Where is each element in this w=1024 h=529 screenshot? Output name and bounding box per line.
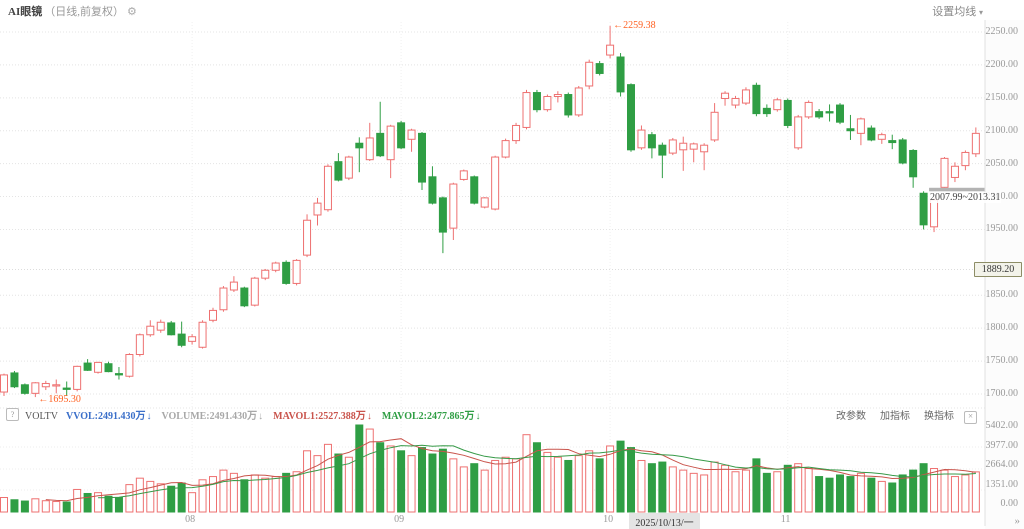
y-axis-label: 1850.00 <box>985 289 1019 301</box>
y-axis-label: 2050.00 <box>985 157 1019 169</box>
ma-settings-button[interactable]: 设置均线 ▾ <box>932 3 983 19</box>
close-icon[interactable]: × <box>964 411 977 424</box>
indicator-action-加指标[interactable]: 加指标 <box>880 411 910 422</box>
expand-icon[interactable]: » <box>1014 515 1021 527</box>
down-arrow-icon: ↓ <box>258 411 264 422</box>
indicator-action-换指标[interactable]: 换指标 <box>924 411 954 422</box>
y-axis-label: 2000.00 <box>985 190 1019 202</box>
x-axis-label: 08 <box>185 514 196 525</box>
volume-axis-label: 0.00 <box>1000 498 1019 509</box>
y-axis-label: 1700.00 <box>985 388 1019 399</box>
volume-axis-label: 1351.00 <box>985 478 1019 490</box>
help-icon[interactable]: ? <box>6 408 19 421</box>
volume-stats: VVOL:2491.430万↓ VOLUME:2491.430万↓ MAVOL1:2… <box>66 411 491 422</box>
y-axis-label: 2100.00 <box>985 124 1019 136</box>
gap-annotation: 2007.99~2013.31 <box>929 192 1002 204</box>
volume-stat: MAVOL1:2527.388万↓ <box>273 411 372 422</box>
down-arrow-icon: ↓ <box>475 411 481 422</box>
down-arrow-icon: ↓ <box>366 411 372 422</box>
y-axis-label: 2200.00 <box>985 58 1019 70</box>
y-axis-label: 2250.00 <box>985 26 1019 37</box>
chart-header-bar: AI眼镜 （日线,前复权） ⚙ 设置均线 ▾ <box>0 0 1024 20</box>
y-axis-label: 2150.00 <box>985 91 1019 103</box>
x-axis-label: 09 <box>394 514 405 525</box>
volume-pane-header: ? VOLTV VVOL:2491.430万↓ VOLUME:2491.430万↓ MA… <box>0 407 985 424</box>
down-arrow-icon: ↓ <box>146 411 152 422</box>
volume-stat: VVOL:2491.430万↓ <box>65 411 152 422</box>
ma-settings-label: 设置均线 <box>932 6 977 18</box>
indicator-actions: 改参数 加指标 换指标 × <box>822 407 977 424</box>
x-axis-label: 11 <box>780 514 791 525</box>
y-axis-label: 1800.00 <box>985 322 1019 334</box>
y-axis-label: 1750.00 <box>985 355 1019 367</box>
volume-axis-label: 3977.00 <box>985 439 1019 451</box>
chevron-down-icon: ▾ <box>978 8 983 17</box>
x-axis-label: 10 <box>603 514 614 525</box>
chart-title-group: AI眼镜 （日线,前复权） ⚙ <box>8 3 137 19</box>
volume-stat: VOLUME:2491.430万↓ <box>161 411 264 422</box>
low-price-annotation: ←1695.30 <box>38 394 81 406</box>
indicator-name: VOLTV <box>25 411 58 422</box>
volume-axis-label: 5402.00 <box>985 420 1019 431</box>
indicator-action-改参数[interactable]: 改参数 <box>836 411 866 422</box>
high-price-annotation: ←2259.38 <box>613 19 656 31</box>
y-axis-label: 1950.00 <box>985 223 1019 235</box>
volume-stat: MAVOL2:2477.865万↓ <box>381 411 481 422</box>
crosshair-date-label: 2025/10/13/一 <box>629 513 700 529</box>
volume-axis-label: 2664.00 <box>985 459 1019 470</box>
chart-subtitle: （日线,前复权） <box>44 6 124 18</box>
gear-icon[interactable]: ⚙ <box>126 6 137 18</box>
crosshair-price-label: 1889.20 <box>974 262 1022 278</box>
page-title: AI眼镜 <box>8 6 43 18</box>
